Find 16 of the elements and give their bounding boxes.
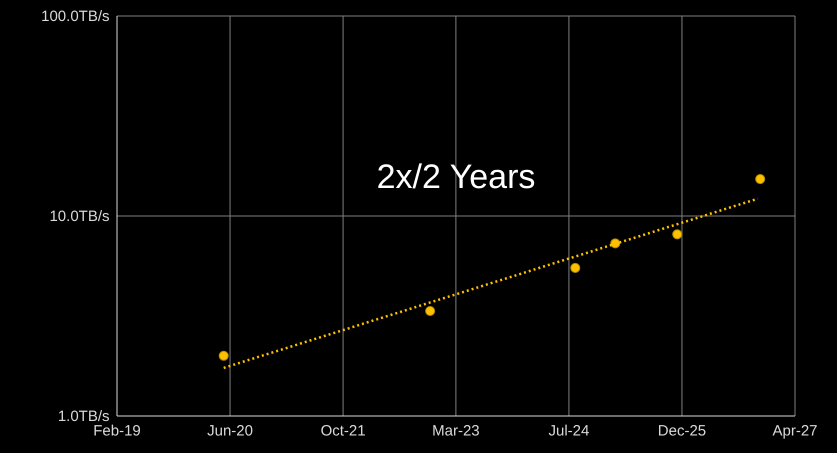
x-tick-label: Oct-21: [320, 422, 366, 440]
x-tick-label: Jun-20: [207, 422, 253, 440]
point: [672, 229, 682, 240]
annotation: 2x/2 Years: [376, 158, 536, 196]
x-tick-label: Feb-19: [93, 422, 141, 440]
point: [425, 306, 436, 316]
point: [755, 174, 766, 184]
point: [218, 350, 229, 361]
y-tick-label: 1.0TB/s: [58, 408, 110, 425]
x-tick-label: Mar-23: [432, 422, 480, 440]
y-tick-label: 100.0TB/s: [41, 8, 110, 25]
point: [570, 262, 580, 273]
x-tick-label: Jul-24: [548, 422, 590, 440]
x-tick-label: Apr-27: [772, 422, 818, 440]
x-tick-label: Dec-25: [658, 422, 706, 440]
y-tick-label: 10.0TB/s: [49, 208, 110, 225]
